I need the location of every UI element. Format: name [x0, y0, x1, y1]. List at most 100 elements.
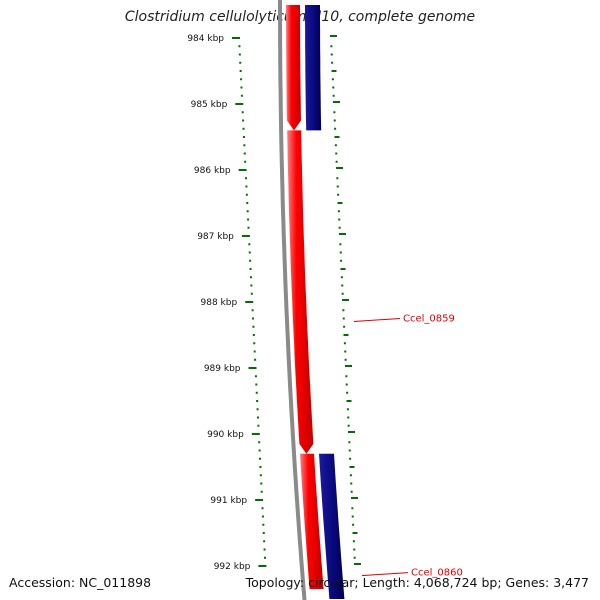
minor-tick	[341, 284, 344, 287]
scale-label: 990 kbp	[207, 430, 244, 440]
minor-tick	[343, 334, 349, 336]
minor-tick	[239, 70, 242, 72]
minor-tick	[341, 292, 344, 295]
minor-tick	[347, 424, 350, 427]
minor-tick	[339, 243, 342, 246]
minor-tick	[347, 416, 350, 419]
minor-tick	[248, 251, 251, 254]
major-tick	[251, 433, 260, 435]
minor-tick	[331, 70, 337, 72]
minor-tick	[338, 218, 341, 221]
minor-tick	[337, 193, 340, 196]
scale-label: 989 kbp	[204, 364, 241, 374]
major-tick-outer	[330, 35, 337, 37]
gene-label: Ccel_0859	[403, 314, 455, 325]
gene-label-leader	[353, 318, 401, 322]
minor-tick	[247, 226, 250, 229]
minor-tick	[330, 45, 333, 48]
minor-tick	[334, 144, 337, 147]
minor-tick	[330, 53, 333, 56]
minor-tick	[352, 523, 355, 526]
minor-tick	[346, 400, 352, 402]
minor-tick	[242, 119, 245, 122]
minor-tick	[345, 383, 348, 386]
minor-tick	[260, 482, 263, 485]
minor-tick	[254, 358, 257, 361]
minor-tick	[351, 507, 354, 510]
scale-labels: 984 kbp 985 kbp 986 kbp 987 kbp 988 kbp 989 k…	[187, 34, 250, 572]
minor-tick	[238, 53, 241, 56]
minor-tick	[256, 400, 259, 402]
genome-backbone	[278, 0, 307, 600]
accession-text: Accession: NC_011898	[9, 575, 152, 590]
minor-tick	[349, 457, 352, 460]
minor-tick	[255, 383, 258, 386]
minor-tick	[351, 515, 354, 518]
minor-tick	[245, 193, 248, 196]
minor-tick	[259, 474, 262, 477]
minor-tick	[342, 309, 345, 312]
scale-ticks	[232, 35, 361, 567]
minor-tick	[344, 350, 347, 353]
minor-tick	[246, 202, 249, 204]
minor-tick	[350, 490, 353, 493]
minor-tick	[334, 136, 340, 138]
major-tick-outer	[333, 101, 340, 103]
gene-Ccel_0859	[287, 130, 314, 454]
minor-tick	[258, 441, 261, 444]
minor-tick	[257, 424, 260, 427]
minor-tick	[263, 556, 266, 559]
minor-tick	[345, 375, 348, 378]
major-tick	[241, 235, 250, 237]
minor-tick	[249, 259, 252, 262]
minor-tick	[332, 86, 335, 89]
minor-tick	[346, 391, 349, 394]
minor-tick	[252, 317, 255, 320]
minor-tick	[352, 532, 358, 534]
gene-labels: Ccel_0859 Ccel_0860	[353, 314, 463, 579]
minor-tick	[337, 202, 343, 204]
major-tick	[232, 37, 240, 39]
major-tick-outer	[345, 365, 352, 367]
minor-tick	[247, 218, 250, 221]
minor-tick	[256, 408, 259, 411]
major-tick-outer	[342, 299, 349, 301]
minor-tick	[248, 243, 251, 246]
minor-tick	[352, 540, 355, 543]
minor-tick	[331, 78, 334, 81]
minor-tick	[336, 177, 339, 180]
major-tick-outer	[351, 497, 358, 499]
major-tick	[245, 301, 254, 303]
minor-tick	[251, 309, 254, 312]
major-tick-outer	[348, 431, 355, 433]
minor-tick	[340, 268, 346, 270]
minor-tick	[340, 276, 343, 279]
minor-tick	[240, 94, 243, 97]
scale-label: 988 kbp	[201, 298, 238, 308]
minor-tick	[353, 548, 356, 551]
gene-Ccel_0860	[300, 453, 324, 590]
minor-tick	[353, 556, 356, 559]
minor-tick	[340, 259, 343, 262]
minor-tick	[253, 350, 256, 353]
major-tick	[248, 367, 257, 369]
minor-tick	[336, 185, 339, 188]
minor-tick	[240, 86, 243, 89]
minor-tick	[334, 127, 337, 130]
minor-tick	[255, 391, 258, 394]
minor-tick	[252, 325, 255, 328]
scale-label: 987 kbp	[197, 232, 234, 242]
minor-tick	[243, 144, 246, 147]
minor-tick	[350, 482, 353, 485]
minor-tick	[343, 325, 346, 328]
scale-label: 986 kbp	[194, 166, 231, 176]
scale-label: 992 kbp	[214, 562, 251, 572]
minor-tick	[240, 78, 243, 81]
minor-tick	[342, 317, 345, 320]
minor-tick	[263, 540, 266, 543]
minor-tick	[346, 408, 349, 411]
minor-tick	[337, 210, 340, 213]
minor-tick	[261, 507, 264, 510]
minor-tick	[335, 160, 338, 163]
